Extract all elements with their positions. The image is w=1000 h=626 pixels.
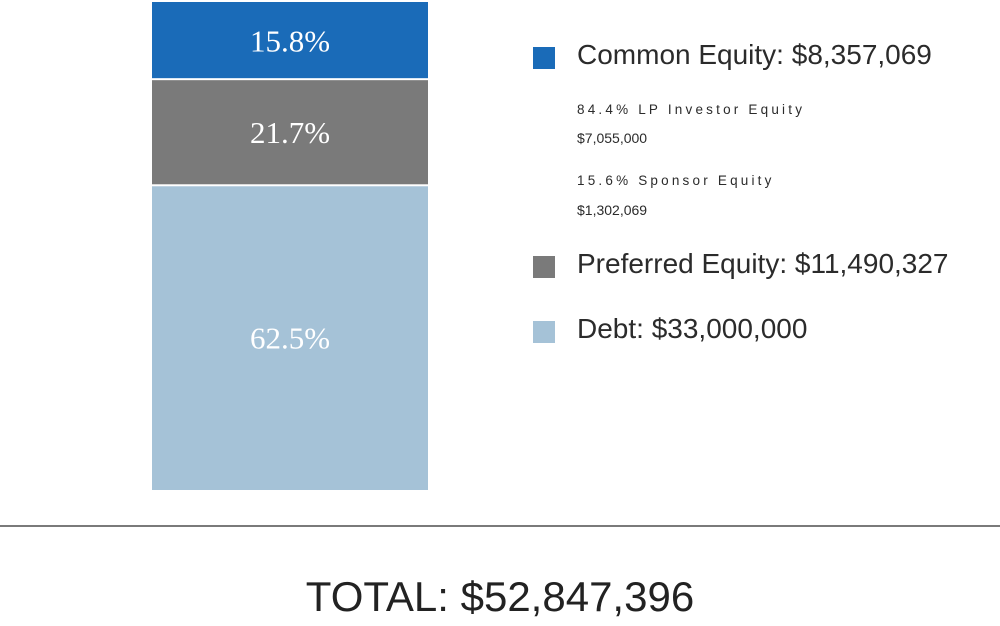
legend-sublabel-lp-investor-equity: 84.4% LP Investor Equity: [577, 102, 806, 117]
legend-subvalue-lp-investor-equity: $7,055,000: [577, 130, 648, 146]
legend-label-common-equity: Common Equity: $8,357,069: [577, 39, 932, 70]
data-label-preferred-equity: 21.7%: [250, 115, 330, 150]
divider-line: [0, 525, 1000, 527]
bar-segment-divider: [152, 78, 428, 81]
legend-swatch-common-equity: [533, 47, 555, 69]
bar-segment-common-equity: [152, 2, 428, 80]
bar-segment-debt: [152, 185, 428, 490]
bar-segment-preferred-equity: [152, 79, 428, 186]
total-label: TOTAL: $52,847,396: [305, 573, 695, 620]
legend-sublabel-sponsor-equity: 15.6% Sponsor Equity: [577, 173, 775, 188]
bar-segment-divider: [152, 184, 428, 187]
legend-label-debt: Debt: $33,000,000: [577, 313, 808, 344]
data-label-debt: 62.5%: [250, 321, 330, 356]
legend-label-preferred-equity: Preferred Equity: $11,490,327: [577, 248, 949, 279]
legend-swatch-debt: [533, 321, 555, 343]
legend-swatch-preferred-equity: [533, 256, 555, 278]
stacked-bar-chart: 62.5% 21.7% 15.8%: [152, 2, 428, 490]
data-label-common-equity: 15.8%: [250, 24, 330, 59]
legend-subvalue-sponsor-equity: $1,302,069: [577, 202, 648, 218]
